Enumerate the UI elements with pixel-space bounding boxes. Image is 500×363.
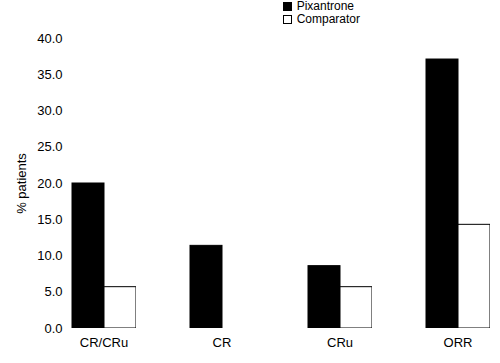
svg-text:10.0: 10.0 [37,248,62,263]
svg-text:40.0: 40.0 [37,31,62,46]
svg-text:30.0: 30.0 [37,103,62,118]
svg-text:ORR: ORR [444,335,473,350]
html-text:Comparator: Comparator [296,12,360,26]
svg-text:20.0: 20.0 [37,176,62,191]
svg-text:25.0: 25.0 [37,139,62,154]
svg-text:15.0: 15.0 [37,212,62,227]
svg-text:CR/CRu: CR/CRu [80,335,128,350]
svg-text:0.0: 0.0 [44,321,62,336]
svg-text:5.0: 5.0 [44,284,62,299]
svg-text:35.0: 35.0 [37,67,62,82]
html-text:Pixantrone: Pixantrone [296,0,354,13]
svg-text:% patients: % patients [14,153,29,214]
svg-text:CRu: CRu [327,335,353,350]
svg-text:CR: CR [213,335,232,350]
